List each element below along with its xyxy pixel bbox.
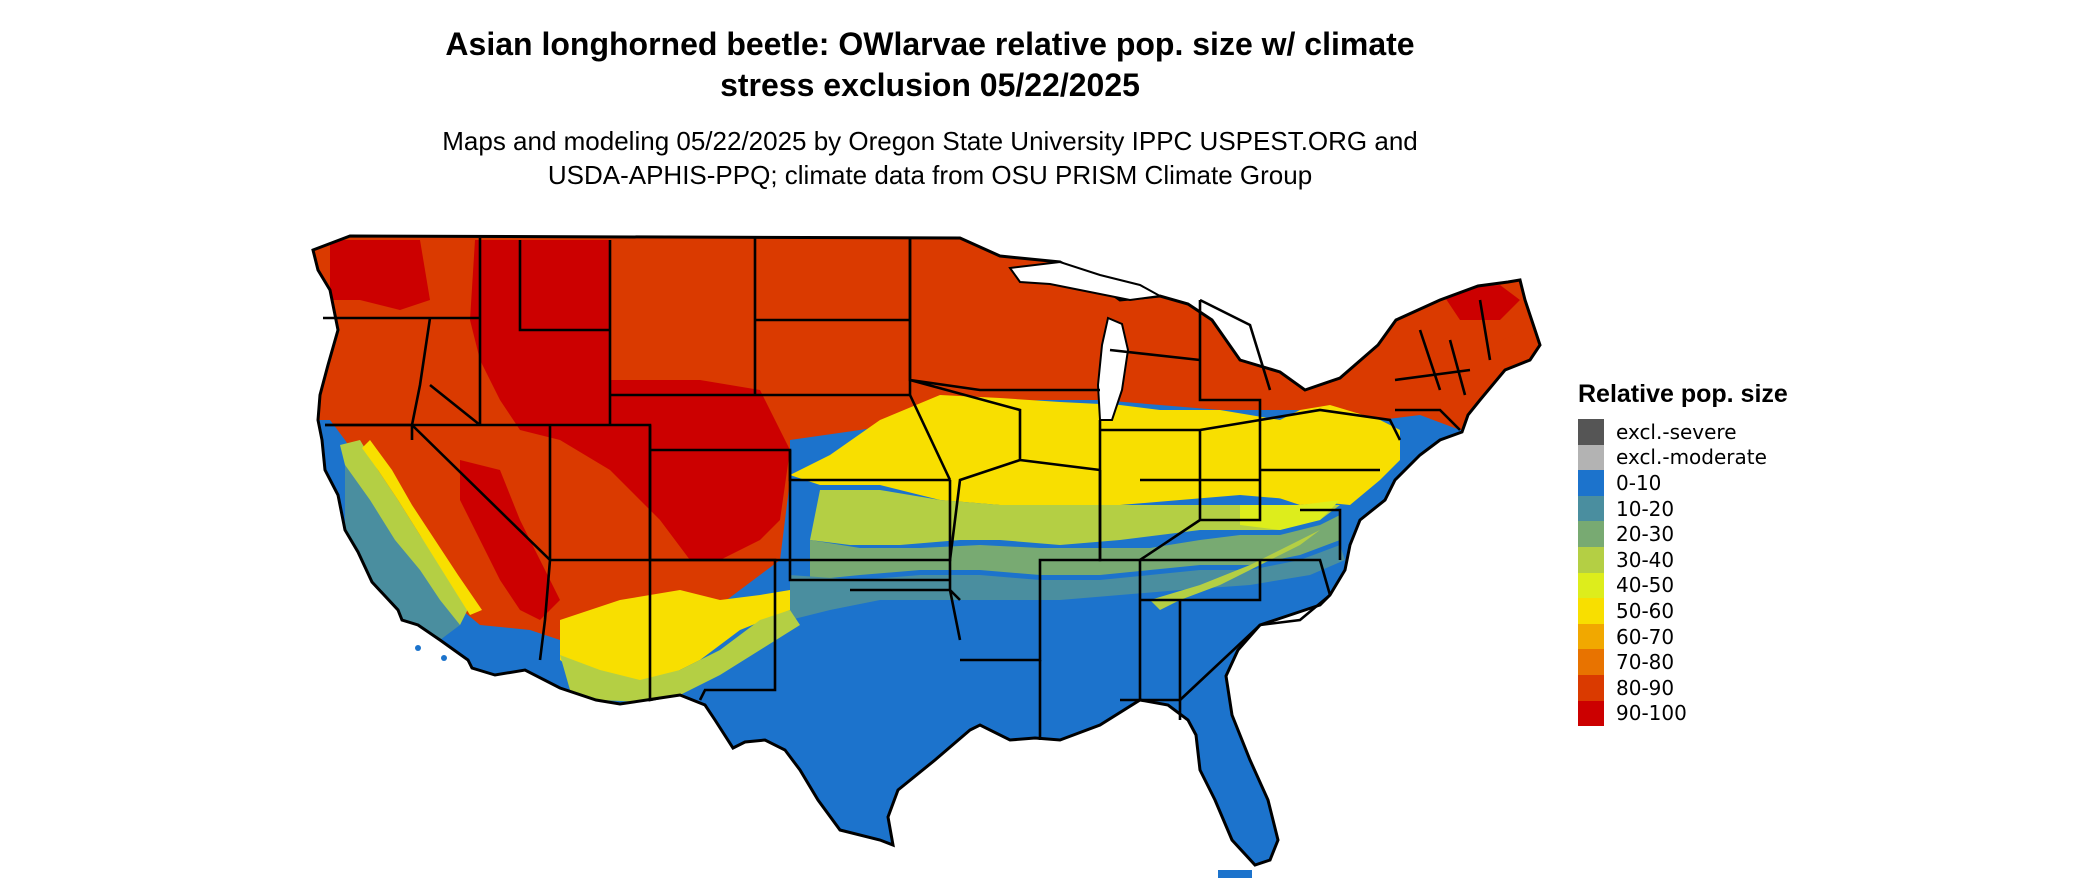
legend-swatch [1578, 572, 1604, 599]
legend-item: 20-30 [1578, 521, 1788, 547]
legend-swatch [1578, 623, 1604, 650]
legend-item: 80-90 [1578, 674, 1788, 701]
legend-label: 10-20 [1616, 496, 1675, 521]
legend-swatch [1578, 674, 1604, 701]
legend-item: 90-100 [1578, 700, 1788, 727]
legend-items: excl.-severe excl.-moderate 0-10 10-20 20-30… [1578, 419, 1788, 727]
legend-item: 0-10 [1578, 470, 1788, 496]
legend-label: 70-80 [1616, 650, 1675, 675]
legend-swatch [1578, 444, 1604, 471]
legend-swatch [1578, 700, 1604, 727]
legend-item: 50-60 [1578, 598, 1788, 624]
legend-label: 80-90 [1616, 675, 1675, 700]
legend-item: excl.-severe [1578, 419, 1788, 445]
legend-label: 90-100 [1616, 701, 1687, 726]
map-title: Asian longhorned beetle: OWlarvae relati… [340, 24, 1520, 106]
legend-item: 70-80 [1578, 649, 1788, 675]
legend-item: 40-50 [1578, 572, 1788, 599]
legend-swatch [1578, 598, 1604, 624]
legend-item: 60-70 [1578, 623, 1788, 650]
legend-item: 30-40 [1578, 546, 1788, 573]
legend-swatch [1578, 521, 1604, 547]
legend-swatch [1578, 419, 1604, 445]
legend-swatch [1578, 649, 1604, 675]
title-line-2: stress exclusion 05/22/2025 [720, 67, 1140, 103]
legend-label: 50-60 [1616, 598, 1675, 623]
lake-michigan [1096, 316, 1130, 421]
legend-label: 20-30 [1616, 522, 1675, 547]
legend-label: excl.-severe [1616, 419, 1737, 444]
subtitle-line-2: USDA-APHIS-PPQ; climate data from OSU PR… [547, 160, 1313, 190]
legend-swatch [1578, 546, 1604, 573]
map-subtitle: Maps and modeling 05/22/2025 by Oregon S… [340, 124, 1520, 192]
legend-item: excl.-moderate [1578, 444, 1788, 471]
legend-title: Relative pop. size [1578, 380, 1788, 408]
legend-label: 0-10 [1616, 470, 1662, 495]
legend: Relative pop. size excl.-severe excl.-mod… [1578, 380, 1788, 727]
legend-label: 30-40 [1616, 547, 1675, 572]
legend-swatch [1578, 495, 1604, 522]
legend-label: excl.-moderate [1616, 445, 1767, 470]
legend-label: 40-50 [1616, 573, 1675, 598]
title-line-1: Asian longhorned beetle: OWlarvae relati… [445, 26, 1415, 62]
legend-label: 60-70 [1616, 624, 1675, 649]
lake-superior [1008, 260, 1164, 302]
legend-item: 10-20 [1578, 495, 1788, 522]
subtitle-line-1: Maps and modeling 05/22/2025 by Oregon S… [442, 126, 1418, 156]
legend-swatch [1578, 470, 1604, 496]
